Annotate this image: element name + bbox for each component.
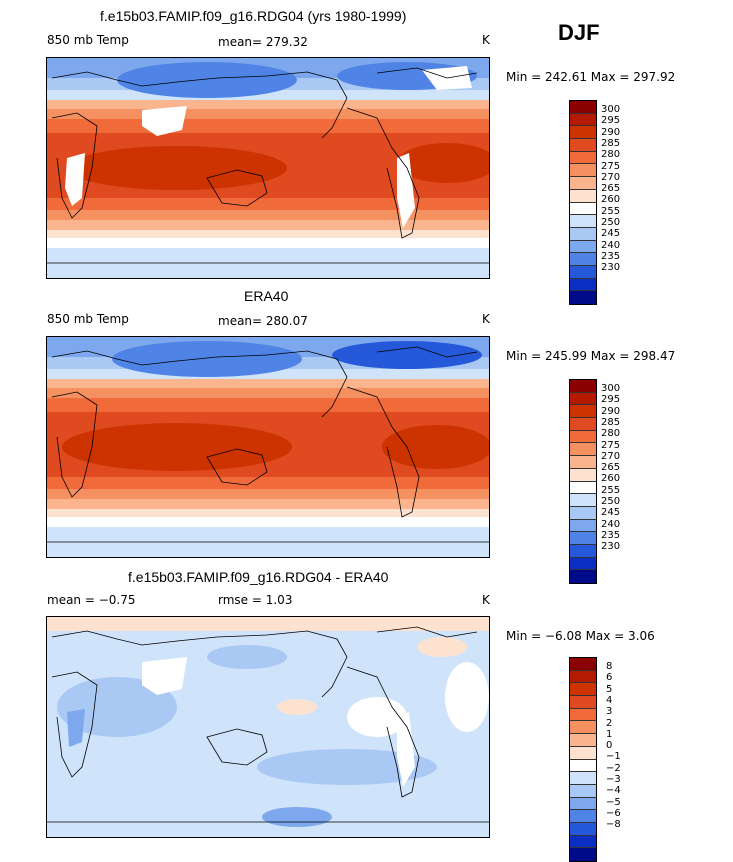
panel1-cbar-label: 275 bbox=[601, 160, 621, 172]
panel1-cbar-label: 280 bbox=[601, 149, 621, 161]
panel1-cbar-label: 235 bbox=[601, 250, 621, 262]
panel3-cbar-label: 5 bbox=[606, 683, 613, 695]
panel1-map bbox=[46, 57, 490, 279]
panel1-cbar-label: 250 bbox=[601, 217, 621, 228]
panel2-cbar-label: 250 bbox=[601, 496, 621, 507]
panel2-cbar-label: 230 bbox=[601, 541, 621, 553]
panel1-map-svg bbox=[47, 58, 489, 278]
panel1-title: f.e15b03.FAMIP.f09_g16.RDG04 (yrs 1980-1… bbox=[100, 8, 407, 24]
panel2-mean-label: mean= 280.07 bbox=[218, 314, 308, 328]
panel1-mean-label: mean= 279.32 bbox=[218, 35, 308, 49]
panel2-map bbox=[46, 336, 490, 558]
panel3-cbar-label: −1 bbox=[606, 751, 621, 763]
panel2-cbar-label: 275 bbox=[601, 439, 621, 451]
panel2-cbar-label: 280 bbox=[601, 428, 621, 440]
panel1-cbar-label: 270 bbox=[601, 171, 621, 183]
panel1-cbar-label: 255 bbox=[601, 205, 621, 217]
panel3-cbar-label: −8 bbox=[606, 819, 621, 831]
season-label: DJF bbox=[558, 20, 600, 45]
panel3-cbar-label: −5 bbox=[606, 796, 621, 808]
panel2-cbar-label: 255 bbox=[601, 484, 621, 496]
panel3-cbar-label: 8 bbox=[606, 661, 613, 672]
panel2-cbar-label: 245 bbox=[601, 507, 621, 519]
panel3-map-svg bbox=[47, 617, 489, 837]
panel3-cbar-label: −4 bbox=[606, 785, 621, 797]
panel3-colorbar bbox=[569, 657, 597, 862]
panel1-cbar-label: 285 bbox=[601, 137, 621, 149]
panel1-colorbar bbox=[569, 100, 597, 305]
panel2-cbar-label: 240 bbox=[601, 518, 621, 530]
panel3-cbar-label: −6 bbox=[606, 807, 621, 819]
panel3-cbar-label: −3 bbox=[606, 774, 621, 785]
panel1-minmax-label: Min = 242.61 Max = 297.92 bbox=[506, 70, 676, 84]
panel2-variable-label: 850 mb Temp bbox=[47, 312, 129, 326]
panel2-title: ERA40 bbox=[244, 288, 289, 304]
panel1-cbar-label: 290 bbox=[601, 126, 621, 138]
panel2-cbar-label: 270 bbox=[601, 450, 621, 462]
panel2-map-svg bbox=[47, 337, 489, 557]
panel2-cbar-label: 295 bbox=[601, 394, 621, 406]
panel1-cbar-label: 300 bbox=[601, 104, 621, 115]
panel2-minmax-label: Min = 245.99 Max = 298.47 bbox=[506, 349, 676, 363]
panel3-cbar-label: 1 bbox=[606, 728, 613, 740]
panel1-units-label: K bbox=[482, 33, 490, 47]
panel3-mean-label: mean = −0.75 bbox=[47, 593, 136, 607]
panel2-colorbar bbox=[569, 379, 597, 584]
panel2-cbar-label: 260 bbox=[601, 473, 621, 485]
panel1-cbar-label: 260 bbox=[601, 194, 621, 206]
panel1-cbar-label: 245 bbox=[601, 228, 621, 240]
panel1-cbar-label: 230 bbox=[601, 262, 621, 274]
panel3-rmse-label: rmse = 1.03 bbox=[218, 593, 293, 607]
panel3-cbar-label: −2 bbox=[606, 762, 621, 774]
panel3-cbar-label: 4 bbox=[606, 694, 613, 706]
panel2-cbar-label: 285 bbox=[601, 416, 621, 428]
panel1-cbar-label: 265 bbox=[601, 183, 621, 195]
panel3-cbar-label: 2 bbox=[606, 717, 613, 729]
panel2-cbar-label: 265 bbox=[601, 462, 621, 474]
panel2-cbar-label: 235 bbox=[601, 529, 621, 541]
panel3-cbar-label: 6 bbox=[606, 672, 613, 684]
panel1-cbar-label: 240 bbox=[601, 239, 621, 251]
panel1-variable-label: 850 mb Temp bbox=[47, 33, 129, 47]
panel3-cbar-label: 3 bbox=[606, 706, 613, 718]
panel2-cbar-label: 300 bbox=[601, 383, 621, 394]
panel3-map bbox=[46, 616, 490, 838]
panel2-cbar-label: 290 bbox=[601, 405, 621, 417]
panel3-minmax-label: Min = −6.08 Max = 3.06 bbox=[506, 629, 655, 643]
panel3-units-label: K bbox=[482, 593, 490, 607]
panel1-cbar-label: 295 bbox=[601, 115, 621, 127]
panel2-units-label: K bbox=[482, 312, 490, 326]
panel3-title: f.e15b03.FAMIP.f09_g16.RDG04 - ERA40 bbox=[128, 569, 389, 585]
panel3-cbar-label: 0 bbox=[606, 740, 613, 752]
